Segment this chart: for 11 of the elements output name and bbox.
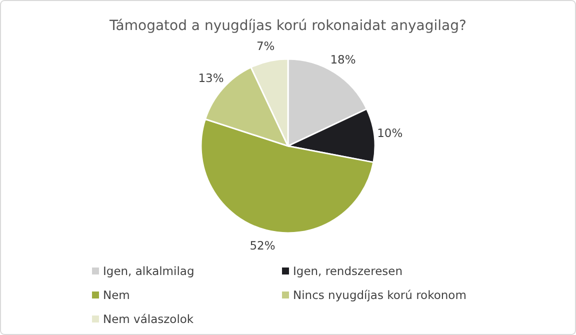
data-label: 13% xyxy=(198,71,224,86)
legend-label: Nem xyxy=(103,288,130,302)
legend-label: Igen, alkalmilag xyxy=(103,264,194,278)
data-label: 18% xyxy=(330,52,356,66)
chart-title: Támogatod a nyugdíjas korú rokonaidat anyagilag? xyxy=(108,18,466,34)
legend-label: Igen, rendszeresen xyxy=(293,264,403,278)
legend-label: Nem válaszolok xyxy=(103,312,194,326)
legend-label: Nincs nyugdíjas korú rokonom xyxy=(293,288,466,302)
data-label: 10% xyxy=(377,126,403,140)
data-label: 52% xyxy=(250,238,276,252)
data-label: 7% xyxy=(256,38,275,53)
